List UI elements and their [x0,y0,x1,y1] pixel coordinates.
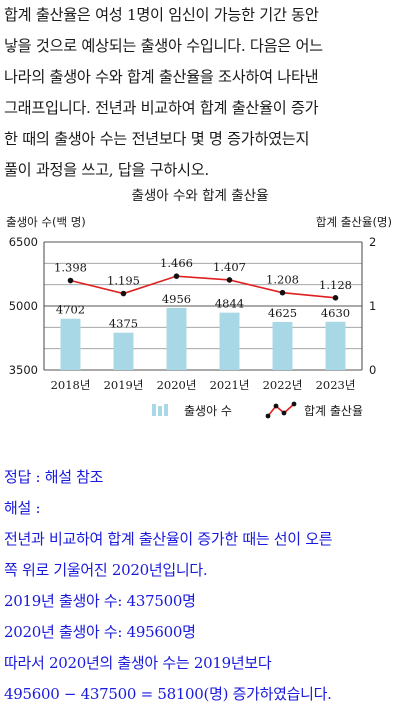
y-tick-right: 2 [369,235,376,249]
x-tick-label: 2023년 [316,378,356,392]
line-value-label: 1.195 [107,274,140,288]
y-tick-left: 3500 [9,363,38,377]
question-line: 풀이 과정을 쓰고, 답을 구하시오. [4,161,209,179]
legend-line-point [291,401,297,407]
answer-line: 해설 : [4,499,41,517]
y-tick-left: 6500 [9,235,38,249]
y-tick-left: 5000 [9,299,38,313]
line-value-label: 1.398 [54,261,87,275]
line-point [120,290,127,297]
x-tick-label: 2018년 [51,378,91,392]
bar [166,307,187,370]
legend-line-swatch [267,403,295,417]
answer-line: 따라서 2020년의 출생아 수는 2019년보다 [4,654,272,672]
y-axis-label-right: 합계 출산율(명) [316,215,392,229]
line-point [279,289,286,296]
bar [325,321,346,370]
x-tick-label: 2020년 [157,378,197,392]
answer-line: 정답 : 해설 참조 [4,468,104,486]
legend-bar-swatch [158,406,162,416]
question-line: 나라의 출생아 수와 합계 출산율을 조사하여 나타낸 [4,68,319,86]
legend-label-births: 출생아 수 [184,404,232,418]
line-value-label: 1.466 [160,256,193,270]
answer-line: 495600 − 437500 = 58100(명) 증가하였습니다. [4,685,332,703]
answer-line: 쪽 위로 기울어진 2020년입니다. [4,561,208,579]
bar [60,318,81,370]
birth-chart: 출생아 수(백 명) 합계 출산율(명) 6500 2 5000 1 3500 0 4702 20… [6,215,392,419]
line-value-label: 1.407 [213,260,246,274]
bar [272,322,293,370]
x-tick-label: 2021년 [210,378,250,392]
line-value-label: 1.128 [319,278,352,292]
answer-line: 2020년 출생아 수: 495600명 [4,623,196,641]
question-line: 한 때의 출생아 수는 전년보다 몇 명 증가하였는지 [4,130,310,148]
bar-value-label: 4702 [56,303,85,317]
question-line: 합계 출산율은 여성 1명이 임신이 가능한 기간 동안 [4,6,319,24]
y-tick-right: 1 [369,299,376,313]
question-line: 낳을 것으로 예상되는 출생아 수입니다. 다음은 어느 [4,37,323,55]
answer-block: 정답 : 해설 참조 해설 : 전년과 비교하여 합계 출산율이 증가한 때는 … [4,462,400,710]
y-axis-label-left: 출생아 수(백 명) [6,215,86,229]
x-tick-label: 2022년 [263,378,303,392]
line-point [173,273,180,279]
bar [113,332,134,370]
bar-value-label: 4844 [215,297,244,311]
y-tick-right: 0 [369,363,376,377]
legend-bar-swatch [164,404,168,416]
bar-value-label: 4956 [162,292,191,306]
legend-line-point [281,410,287,416]
answer-line: 2019년 출생아 수: 437500명 [4,592,196,610]
answer-line: 전년과 비교하여 합계 출산율이 증가한 때는 선이 오른 [4,530,333,548]
legend-label-rate: 합계 출산율 [304,404,363,418]
x-tick-label: 2019년 [104,378,144,392]
legend-bar-swatch [152,404,156,416]
chart-title: 출생아 수와 합계 출산율 [131,188,269,204]
legend-line-point [273,403,279,409]
question-text: 합계 출산율은 여성 1명이 임신이 가능한 기간 동안 낳을 것으로 예상되는… [4,0,398,186]
line-point [67,277,74,284]
legend-line-point [265,413,271,419]
bar-value-label: 4630 [321,306,350,320]
bar-value-label: 4625 [268,306,297,320]
series-line [70,275,336,299]
line-point [332,295,339,301]
question-line: 그래프입니다. 전년과 비교하여 합계 출산율이 증가 [4,99,319,117]
line-value-label: 1.208 [266,273,299,287]
bar-value-label: 4375 [109,317,138,331]
bar [219,312,240,370]
line-point [226,277,233,283]
